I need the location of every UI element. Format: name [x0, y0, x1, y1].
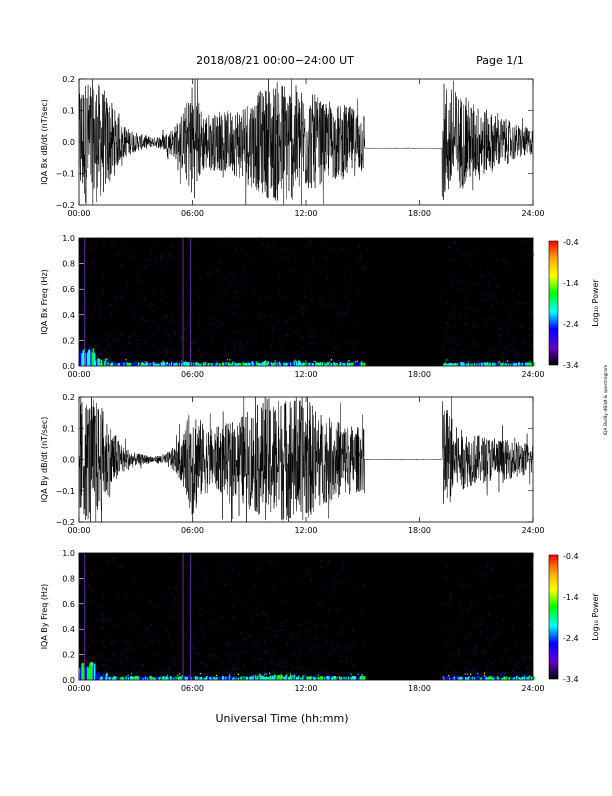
- y-tick-label: 0.2: [62, 651, 75, 660]
- colorbar-2: -0.4 -1.4 -2.4 -3.4 Log₁₀ Power: [548, 552, 600, 684]
- colorbar-2-tick-bottom: -3.4: [563, 675, 579, 684]
- x-tick-label: 18:00: [408, 370, 431, 379]
- y-axis-label: IQA Bx Freq (Hz): [40, 269, 49, 335]
- y-tick-label: 0.2: [62, 75, 75, 84]
- header-date-range: 2018/08/21 00:00−24:00 UT: [196, 54, 354, 67]
- x-tick-label: 24:00: [521, 684, 544, 693]
- panels: 0.20.10.0−0.1−0.200:00 06:00 12:00 18:00 24:…: [40, 75, 545, 693]
- y-tick-label: 0.0: [62, 676, 75, 685]
- y-tick-label: 0.0: [62, 456, 75, 465]
- colorbar-1: -0.4 -1.4 -2.4 -3.4 Log₁₀ Power: [548, 238, 600, 370]
- y-tick-label: 0.0: [62, 138, 75, 147]
- x-tick-label: 18:00: [408, 209, 431, 218]
- colorbar-1-tick-3: -2.4: [563, 320, 579, 329]
- x-tick-label: 06:00: [181, 209, 204, 218]
- x-tick-label: 24:00: [521, 209, 544, 218]
- y-tick-label: 0.4: [62, 625, 75, 634]
- spectrogram-background: [79, 238, 533, 366]
- x-tick-label: 18:00: [408, 526, 431, 535]
- colorbar-2-label: Log₁₀ Power: [591, 593, 600, 641]
- spectrogram-low-band: [79, 348, 535, 366]
- x-tick-label: 00:00: [67, 209, 90, 218]
- y-tick-label: 1.0: [62, 549, 75, 558]
- colorbar-2-tick-2: -1.4: [563, 593, 579, 602]
- y-tick-label: 1.0: [62, 234, 75, 243]
- x-tick-label: 00:00: [67, 684, 90, 693]
- x-tick-label: 06:00: [181, 370, 204, 379]
- x-tick-label: 00:00: [67, 526, 90, 535]
- colorbar-2-tick-top: -0.4: [563, 552, 579, 561]
- series-line-3: [79, 397, 533, 522]
- y-tick-label: −0.2: [56, 201, 75, 210]
- x-tick-label: 24:00: [521, 526, 544, 535]
- x-tick-label: 12:00: [294, 526, 317, 535]
- panel-4: 1.0 0.8 0.6 0.4 0.2 0.000:00 06:00 12:00 18:00 24…: [40, 549, 545, 693]
- y-tick-label: 0.6: [62, 285, 75, 294]
- y-tick-label: 0.4: [62, 311, 75, 320]
- y-tick-label: 0.2: [62, 336, 75, 345]
- spectrogram-background: [79, 553, 533, 680]
- y-axis-label: IQA Bx dB/dt (nT/sec): [40, 99, 49, 185]
- panel-3: 0.2 0.1 0.0 −0.1 −0.200:00 06:00 12:00 18:00 24:…: [40, 393, 545, 535]
- colorbar-2-tick-3: -2.4: [563, 634, 579, 643]
- y-tick-label: 0.1: [62, 424, 75, 433]
- y-tick-label: −0.2: [56, 518, 75, 527]
- x-tick-label: 18:00: [408, 684, 431, 693]
- header-page: Page 1/1: [476, 54, 524, 67]
- y-tick-label: −0.1: [56, 487, 75, 496]
- colorbar-1-tick-top: -0.4: [563, 238, 579, 247]
- x-tick-label: 06:00: [181, 684, 204, 693]
- x-tick-label: 12:00: [294, 209, 317, 218]
- spectrogram-speckle: [79, 553, 534, 681]
- y-tick-label: 0.1: [62, 107, 75, 116]
- x-tick-label: 12:00: [294, 684, 317, 693]
- x-tick-label: 12:00: [294, 370, 317, 379]
- colorbar-1-tick-2: -1.4: [563, 279, 579, 288]
- y-tick-label: 0.6: [62, 600, 75, 609]
- panel-1: 0.2 0.1 0.0 −0.1 −0.200:00 06:00 12:00 18:00 24:…: [40, 75, 545, 218]
- panel-2: 1.0 0.8 0.6 0.4 0.2 0.000:00 06:00 12:00 18:00 24…: [40, 234, 545, 379]
- y-tick-label: 0.2: [62, 393, 75, 402]
- x-axis-label: Universal Time (hh:mm): [216, 712, 349, 725]
- side-note: IQA Bx/By dB/dt & spectrogram: [603, 365, 609, 436]
- x-tick-label: 24:00: [521, 370, 544, 379]
- colorbar-1-gradient: [548, 240, 559, 366]
- colorbar-2-gradient: [548, 554, 559, 680]
- y-tick-label: 0.8: [62, 260, 75, 269]
- y-tick-label: 0.0: [62, 362, 75, 371]
- y-axis-label: IQA By dB/dt (nT/sec): [40, 417, 49, 503]
- series-line-1: [79, 79, 533, 205]
- y-axis-label: IQA By Freq (Hz): [40, 584, 49, 650]
- y-tick-label: 0.8: [62, 574, 75, 583]
- spectrogram-low-band: [79, 662, 535, 680]
- colorbar-1-label: Log₁₀ Power: [591, 279, 600, 327]
- colorbar-1-tick-bottom: -3.4: [563, 361, 579, 370]
- x-tick-label: 00:00: [67, 370, 90, 379]
- x-tick-label: 06:00: [181, 526, 204, 535]
- y-tick-label: −0.1: [56, 170, 75, 179]
